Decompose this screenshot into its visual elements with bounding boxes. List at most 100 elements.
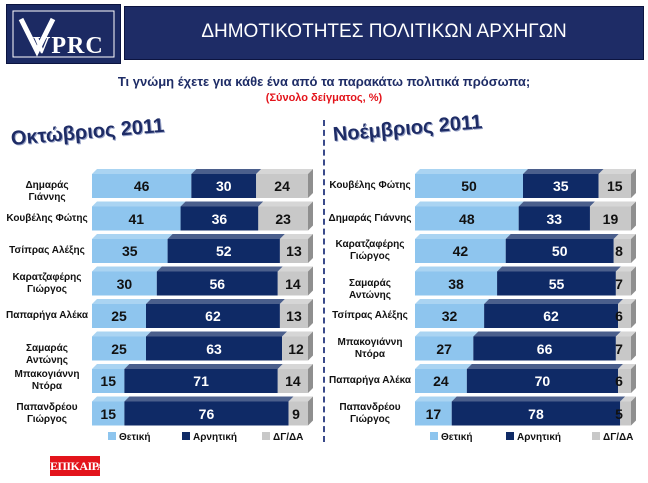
data-label: 15 — [100, 373, 116, 389]
bar-δγ-δα — [615, 271, 631, 296]
page-title: ΔΗΜΟΤΙΚΟΤΗΤΕΣ ΠΟΛΙΤΙΚΩΝ ΑΡΧΗΓΩΝ — [201, 21, 567, 42]
category-label: Παπαρήγα Αλέκα — [329, 375, 411, 386]
bar-side-face — [308, 331, 313, 361]
data-label: 25 — [111, 340, 127, 357]
data-label: 62 — [205, 308, 221, 324]
bar-top-face — [451, 396, 626, 402]
data-label: 8 — [615, 243, 623, 259]
bar-δγ-δα — [277, 369, 308, 393]
bar-top-face — [279, 299, 313, 304]
bar-δγ-δα — [279, 304, 308, 328]
bar-δγ-δα — [589, 206, 631, 231]
bar-top-face — [415, 169, 528, 174]
bar-top-face — [589, 201, 636, 207]
logo-emblem — [12, 10, 115, 58]
category-label: Σαμαράς Αντώνης — [26, 342, 68, 366]
category-label: Τσίπρας Αλέξης — [332, 310, 408, 321]
data-label: 41 — [128, 210, 145, 227]
bar-αρνητική — [191, 174, 257, 198]
title-banner: ΔΗΜΟΤΙΚΟΤΗΤΕΣ ΠΟΛΙΤΙΚΩΝ ΑΡΧΗΓΩΝ — [124, 6, 644, 60]
bar-top-face — [258, 201, 313, 207]
vprc-logo: VPRC — [6, 4, 121, 64]
legend-swatch — [108, 432, 116, 441]
bar-top-face — [523, 169, 604, 174]
bar-top-face — [282, 331, 313, 337]
data-label: 30 — [215, 178, 232, 194]
bar-side-face — [631, 364, 636, 393]
data-label: 12 — [288, 340, 304, 357]
bar-top-face — [466, 364, 624, 369]
bar-θετική — [415, 336, 474, 361]
data-label: 9 — [292, 405, 300, 422]
bar-top-face — [277, 364, 313, 369]
bar-δγ-δα — [258, 206, 308, 231]
data-label: 6 — [615, 373, 623, 389]
bar-top-face — [505, 234, 619, 239]
data-label: 14 — [285, 373, 301, 389]
category-label: Παπανδρέου Γιώργος — [339, 401, 401, 425]
data-label: 35 — [122, 243, 138, 259]
bar-side-face — [631, 201, 636, 231]
bar-θετική — [415, 206, 519, 231]
data-label: 56 — [209, 275, 226, 292]
bar-top-face — [92, 364, 130, 369]
bar-top-face — [92, 169, 197, 174]
data-label: 17 — [425, 405, 442, 422]
bar-θετική — [92, 239, 168, 263]
data-label: 71 — [193, 373, 209, 389]
data-label: 23 — [275, 210, 291, 227]
bar-side-face — [308, 299, 313, 328]
category-label: Μπακογιάννη Ντόρα — [337, 336, 403, 360]
bar-δγ-δα — [618, 369, 631, 393]
logo-text: VPRC — [33, 33, 104, 59]
legend-swatch — [182, 432, 190, 441]
bar-θετική — [415, 401, 452, 426]
bar-top-face — [415, 234, 511, 239]
bar-θετική — [92, 304, 146, 328]
bar-top-face — [191, 169, 262, 174]
data-label: 19 — [602, 210, 619, 227]
bar-side-face — [308, 396, 313, 426]
bar-side-face — [308, 201, 313, 231]
legend-label: ΔΓ/ΔΑ — [603, 432, 634, 443]
bar-αρνητική — [451, 401, 621, 426]
bar-αρνητική — [518, 206, 590, 231]
bar-side-face — [308, 364, 313, 393]
category-label: Καρατζαφέρης Γιώργος — [335, 239, 405, 262]
bar-θετική — [92, 401, 125, 426]
category-label: Κουβέλης Φώτης — [6, 212, 88, 224]
legend-item-θετική: Θετική — [430, 432, 472, 443]
data-label: 50 — [461, 178, 477, 194]
bar-θετική — [92, 271, 157, 296]
bar-δγ-δα — [620, 401, 631, 426]
bar-θετική — [92, 206, 181, 231]
legend-item-δγ-δα: ΔΓ/ΔΑ — [262, 432, 303, 443]
bar-δγ-δα — [618, 304, 631, 328]
legend-label: Θετική — [119, 432, 151, 443]
bar-top-face — [146, 331, 288, 337]
data-label: 76 — [198, 405, 215, 422]
data-label: 50 — [551, 243, 568, 259]
legend-item-θετική: Θετική — [108, 432, 150, 443]
legend-swatch — [262, 432, 270, 441]
bar-top-face — [484, 299, 624, 304]
data-label: 5 — [615, 405, 623, 422]
panel-divider — [323, 120, 325, 442]
bar-top-face — [618, 299, 636, 304]
data-label: 42 — [452, 243, 469, 259]
data-label: 27 — [436, 340, 452, 357]
legend-item-αρνητική: Αρνητική — [506, 432, 561, 443]
bar-αρνητική — [124, 401, 289, 426]
category-label: Δημαράς Γιάννης — [328, 212, 412, 224]
category-label: Καρατζαφέρης Γιώργος — [12, 271, 82, 295]
bar-top-face — [124, 396, 294, 402]
bar-top-face — [279, 234, 313, 239]
bar-side-face — [308, 234, 313, 263]
data-label: 63 — [206, 340, 222, 357]
data-label: 66 — [536, 340, 553, 357]
bar-side-face — [308, 169, 313, 198]
category-label: Δημαράς Γιάννης — [25, 180, 69, 203]
bar-side-face — [631, 234, 636, 263]
bar-αρνητική — [146, 336, 283, 361]
bar-side-face — [631, 299, 636, 328]
